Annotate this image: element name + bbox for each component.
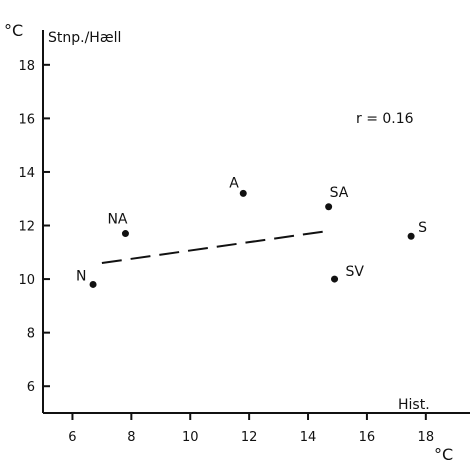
point-label: NA xyxy=(107,212,127,228)
y-tick-label: 8 xyxy=(27,327,35,342)
correlation-annotation: r = 0.16 xyxy=(356,111,414,127)
data-point xyxy=(239,189,247,197)
point-label: S xyxy=(418,220,427,236)
point-label: SV xyxy=(346,264,365,280)
data-point xyxy=(407,232,415,240)
y-unit-label: °C xyxy=(4,21,23,40)
point-label: A xyxy=(229,175,239,191)
point-label: SA xyxy=(330,185,349,201)
y-axis-title: Stnp./Hæll xyxy=(48,30,121,46)
data-points: N NA A SA SV S xyxy=(76,175,427,288)
trend-line xyxy=(101,229,329,265)
data-point xyxy=(325,203,333,211)
axes: 6 8 10 12 14 16 18 6 8 10 12 14 16 18 xyxy=(18,30,470,445)
x-tick-label: 6 xyxy=(68,430,76,445)
x-tick-label: 18 xyxy=(418,430,435,445)
x-tick-label: 16 xyxy=(359,430,376,445)
y-tick-label: 12 xyxy=(18,220,35,235)
x-tick-label: 14 xyxy=(300,430,317,445)
y-tick-label: 14 xyxy=(18,166,35,181)
y-tick-label: 18 xyxy=(18,59,35,74)
data-point xyxy=(331,275,339,283)
y-tick-label: 6 xyxy=(27,380,35,395)
y-tick-label: 16 xyxy=(18,112,35,127)
x-tick-label: 12 xyxy=(241,430,258,445)
x-tick-label: 8 xyxy=(127,430,135,445)
y-tick-label: 10 xyxy=(18,273,35,288)
data-point xyxy=(121,230,129,238)
x-ticks: 6 8 10 12 14 16 18 xyxy=(68,413,434,445)
x-unit-label: °C xyxy=(434,445,453,464)
x-tick-label: 10 xyxy=(182,430,199,445)
data-point xyxy=(89,280,97,288)
x-axis-title: Hist. xyxy=(398,397,430,413)
point-label: N xyxy=(76,268,86,284)
y-ticks: 6 8 10 12 14 16 18 xyxy=(18,59,50,395)
